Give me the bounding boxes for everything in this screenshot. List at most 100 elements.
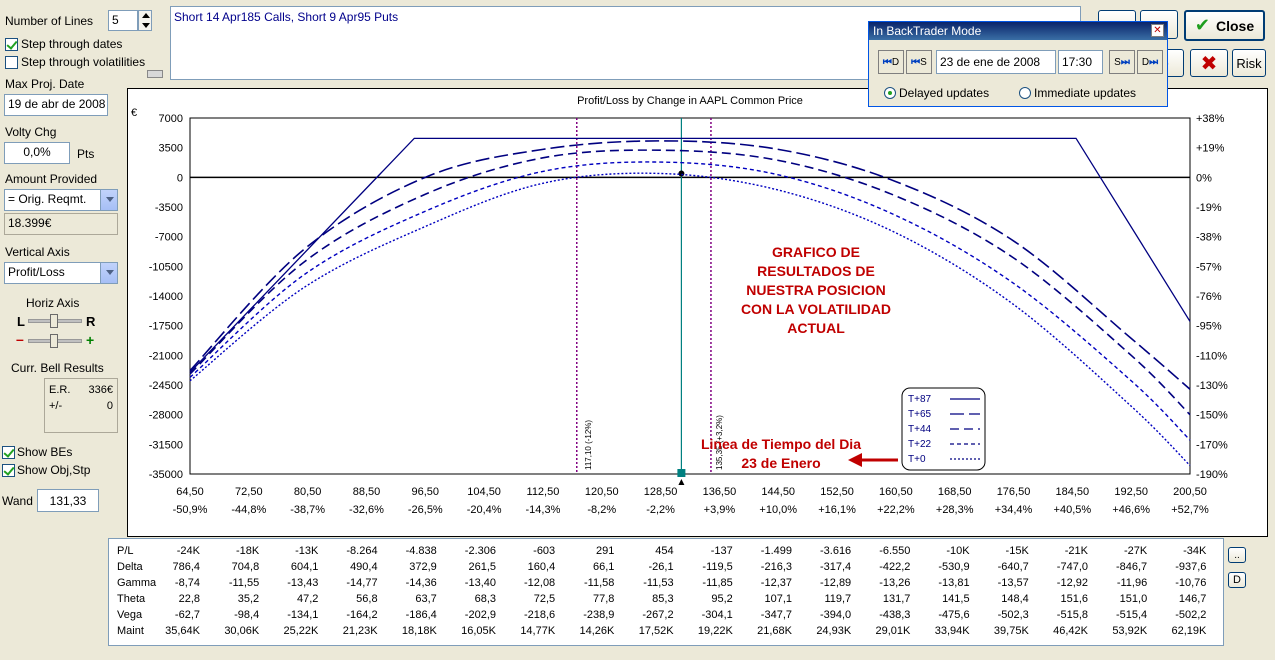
table-cell: -13,81	[938, 577, 970, 589]
step-vol-checkbox[interactable]	[5, 56, 18, 69]
y-tick-label: -14000	[149, 291, 183, 303]
spin-up-icon[interactable]	[142, 13, 150, 18]
backtrader-window: In BackTrader Mode ✕ ⏮ D ⏮ S 23 de ene de …	[868, 21, 1168, 107]
show-obj-checkbox[interactable]	[2, 464, 15, 477]
y-right-tick-label: -19%	[1196, 202, 1222, 214]
resize-grip-icon[interactable]	[147, 70, 163, 78]
wand-label: Wand	[2, 494, 33, 508]
y-right-tick-label: +38%	[1196, 113, 1225, 125]
number-of-lines-input[interactable]: 5	[108, 10, 138, 31]
backtrader-titlebar[interactable]: In BackTrader Mode ✕	[869, 22, 1167, 40]
table-cell: -1.499	[760, 545, 792, 557]
bell-results-label: Curr. Bell Results	[11, 361, 104, 375]
cancel-button[interactable]: ✖	[1190, 49, 1228, 77]
table-expand-button[interactable]: ..	[1228, 547, 1246, 563]
annotation-grafico: ACTUAL	[787, 320, 845, 336]
table-cell: -11,96	[1116, 577, 1148, 589]
table-cell: -10,76	[1175, 577, 1207, 589]
x-pct-tick-label: +16,1%	[818, 504, 856, 516]
table-row-label: P/L	[117, 545, 134, 557]
y-right-tick-label: -170%	[1196, 439, 1228, 451]
table-cell: -603	[533, 545, 556, 557]
table-cell: 63,7	[415, 593, 437, 605]
chevron-down-icon[interactable]	[100, 190, 117, 210]
close-icon[interactable]: ✕	[1151, 24, 1164, 37]
table-cell: 24,93K	[816, 625, 852, 637]
table-cell: 30,06K	[224, 625, 260, 637]
x-pct-tick-label: +52,7%	[1171, 504, 1209, 516]
series-line-t-65	[189, 140, 1191, 390]
horiz-l-label: L	[17, 314, 25, 329]
table-cell: 18,18K	[401, 625, 437, 637]
close-button[interactable]: ✔ Close	[1184, 10, 1265, 41]
amount-provided-value: = Orig. Reqmt.	[8, 192, 87, 206]
backtrader-time-input[interactable]: 17:30	[1058, 50, 1103, 74]
slider-thumb-icon[interactable]	[50, 314, 58, 328]
x-pct-tick-label: +40,5%	[1054, 504, 1092, 516]
vertical-axis-value: Profit/Loss	[8, 265, 65, 279]
back-step-button[interactable]: ⏮ S	[906, 50, 932, 74]
table-cell: -2.306	[464, 545, 496, 557]
table-cell: 14,26K	[579, 625, 615, 637]
step-dates-checkbox[interactable]	[5, 38, 18, 51]
table-cell: -515,8	[1056, 609, 1088, 621]
x-tick-label: 104,50	[467, 486, 501, 498]
skip-back-icon: ⏮	[882, 56, 892, 68]
table-row: Gamma -8,74 -11,55 -13,43 -14,77 -14,36 -13,40…	[109, 577, 1223, 593]
table-cell: -218,6	[523, 609, 556, 621]
table-cell: 22,8	[178, 593, 200, 605]
table-cell: -12,37	[760, 577, 792, 589]
table-cell: 14,77K	[520, 625, 556, 637]
delayed-updates-radio[interactable]	[884, 87, 896, 99]
x-tick-label: 176,50	[997, 486, 1031, 498]
legend-label: T+22	[908, 439, 932, 450]
risk-button[interactable]: Risk	[1232, 49, 1266, 77]
y-right-tick-label: -38%	[1196, 232, 1222, 244]
table-cell: 85,3	[652, 593, 674, 605]
legend-label: T+65	[908, 409, 932, 420]
table-cell: -14,36	[405, 577, 437, 589]
table-cell: -216,3	[760, 561, 792, 573]
table-d-button[interactable]: D	[1228, 572, 1246, 588]
table-cell: 146,7	[1178, 593, 1207, 605]
table-cell: 141,5	[942, 593, 970, 605]
forward-day-button[interactable]: D ⏭	[1137, 50, 1163, 74]
spin-down-icon[interactable]	[142, 23, 150, 28]
y-tick-label: -31500	[149, 439, 183, 451]
table-row-label: Vega	[117, 609, 143, 621]
table-cell: -4.838	[405, 545, 437, 557]
table-cell: 25,22K	[283, 625, 319, 637]
forward-step-button[interactable]: S ⏭	[1109, 50, 1135, 74]
table-cell: 119,7	[824, 593, 852, 605]
table-cell: -186,4	[405, 609, 437, 621]
number-of-lines-spinner[interactable]	[138, 10, 152, 31]
table-cell: -747,0	[1056, 561, 1088, 573]
backtrader-date-input[interactable]: 23 de ene de 2008	[936, 50, 1056, 74]
max-proj-date-input[interactable]: 19 de abr de 2008	[4, 94, 108, 116]
bell-results-box: E.R. 336€ +/- 0	[44, 378, 118, 433]
current-price-arrow	[678, 479, 685, 485]
table-cell: -119,5	[702, 561, 733, 573]
x-pct-tick-label: +10,0%	[759, 504, 797, 516]
back-step-label: S	[920, 56, 927, 68]
volty-chg-input[interactable]: 0,0%	[4, 142, 70, 164]
y-tick-label: -7000	[155, 232, 183, 244]
table-cell: -13,26	[879, 577, 911, 589]
x-tick-label: 96,50	[412, 486, 440, 498]
wand-input[interactable]: 131,33	[37, 489, 99, 512]
immediate-updates-radio[interactable]	[1019, 87, 1031, 99]
table-cell: -11,53	[643, 577, 674, 589]
table-cell: 151,6	[1060, 593, 1088, 605]
back-day-button[interactable]: ⏮ D	[878, 50, 904, 74]
x-tick-label: 160,50	[879, 486, 913, 498]
show-bes-checkbox[interactable]	[2, 446, 15, 459]
slider-thumb-icon[interactable]	[50, 334, 58, 348]
amount-provided-select[interactable]: = Orig. Reqmt.	[4, 189, 118, 211]
chevron-down-icon[interactable]	[100, 263, 117, 283]
x-pct-tick-label: -20,4%	[467, 504, 502, 516]
y-right-tick-label: -150%	[1196, 410, 1228, 422]
y-right-tick-label: -130%	[1196, 380, 1228, 392]
vertical-axis-select[interactable]: Profit/Loss	[4, 262, 118, 284]
table-cell: -202,9	[464, 609, 496, 621]
y-right-tick-label: -190%	[1196, 469, 1228, 481]
